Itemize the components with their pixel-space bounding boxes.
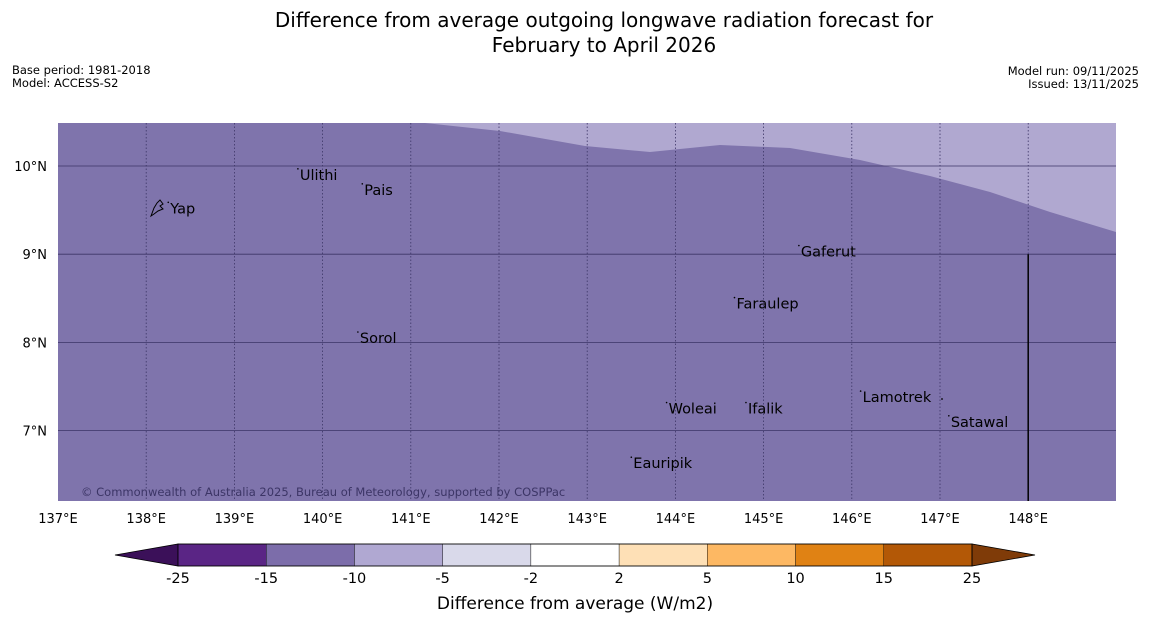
base-period-text: Base period: 1981-2018 [12, 63, 151, 77]
place-label: Ifalik [748, 402, 783, 418]
model-text: Model: ACCESS-S2 [12, 76, 119, 90]
issued-text: Issued: 13/11/2025 [1028, 77, 1139, 91]
lat-tick-label: 9°N [23, 248, 48, 263]
model-run-text: Model run: 09/11/2025 [1007, 64, 1139, 78]
colorbar-tick-label: 15 [875, 571, 893, 587]
yap-island-icon [149, 199, 164, 218]
place-label: Ulithi [300, 168, 338, 184]
colorbar-segment [795, 543, 884, 567]
lon-tick-label: 137°E [38, 512, 78, 527]
title-line-1: Difference from average outgoing longwav… [274, 8, 934, 32]
credit-text: © Commonwealth of Australia 2025, Bureau… [81, 485, 565, 499]
lon-tick-label: 144°E [656, 512, 696, 527]
island-dot [941, 398, 943, 400]
colorbar: -25 -15 -10 -5 -2 2 5 10 15 25 [114, 543, 1036, 587]
lat-tick-label: 10°N [14, 160, 47, 175]
colorbar-tick-label: -2 [524, 571, 538, 587]
map-layer: 137°E 138°E 139°E 140°E 141°E 142°E 143°E 144°E… [14, 123, 1116, 527]
colorbar-tick-label: -5 [435, 571, 449, 587]
colorbar-tick-label: -15 [254, 571, 278, 587]
lon-tick-label: 139°E [215, 512, 255, 527]
colorbar-label: Difference from average (W/m2) [436, 594, 714, 614]
meta-left: Base period: 1981-2018 Model: ACCESS-S2 [12, 64, 151, 90]
colorbar-segment [442, 543, 532, 567]
place-marker [361, 183, 364, 185]
colorbar-extend-high [971, 543, 1036, 567]
colorbar-tick-label: 10 [786, 571, 804, 587]
lon-tick-label: 145°E [744, 512, 784, 527]
place-marker [745, 401, 747, 404]
colorbar-segment [707, 543, 796, 567]
colorbar-segment [530, 543, 620, 567]
lon-tick-label: 142°E [479, 512, 519, 527]
colorbar-segment [177, 543, 267, 567]
place-marker [859, 390, 862, 392]
place-marker [948, 414, 950, 417]
colorbar-tick-label: 25 [963, 571, 981, 587]
place-label: Pais [364, 183, 393, 199]
colorbar-extend-low [114, 543, 179, 567]
lon-tick-label: 141°E [391, 512, 431, 527]
lat-tick-label: 7°N [23, 425, 48, 440]
place-marker [798, 244, 800, 247]
title-line-2: February to April 2026 [491, 33, 717, 57]
place-marker [297, 168, 299, 170]
colorbar-segment [354, 543, 443, 567]
lon-tick-label: 138°E [126, 512, 166, 527]
place-marker [357, 331, 359, 333]
lat-tick-label: 8°N [23, 336, 48, 351]
colorbar-tick-label: 2 [614, 571, 623, 587]
place-marker [733, 296, 736, 299]
lon-tick-label: 148°E [1008, 512, 1048, 527]
place-label: Woleai [669, 402, 717, 418]
colorbar-segment [883, 543, 973, 567]
colorbar-tick-label: -10 [343, 571, 367, 587]
anomaly-region-light [425, 123, 1116, 232]
place-label: Faraulep [736, 297, 798, 313]
place-label: Satawal [951, 415, 1008, 431]
colorbar-tick-label: -25 [166, 571, 190, 587]
place-marker [167, 201, 170, 204]
place-label: Sorol [360, 331, 397, 347]
meta-right: Model run: 09/11/2025 Issued: 13/11/2025 [1008, 65, 1139, 91]
colorbar-frame [177, 543, 973, 567]
colorbar-segment [266, 543, 355, 567]
place-label: Lamotrek [863, 390, 932, 406]
place-marker [630, 456, 633, 459]
place-label: Yap [169, 201, 195, 217]
lon-tick-label: 146°E [832, 512, 872, 527]
colorbar-tick-label: 5 [703, 571, 712, 587]
place-label: Gaferut [801, 245, 856, 261]
place-marker [665, 401, 668, 404]
place-label: Eauripik [633, 456, 692, 472]
chart-title: Difference from average outgoing longwav… [0, 8, 1150, 58]
colorbar-segment [618, 543, 708, 567]
lon-tick-label: 147°E [920, 512, 960, 527]
lon-tick-label: 140°E [303, 512, 343, 527]
lon-tick-label: 143°E [567, 512, 607, 527]
